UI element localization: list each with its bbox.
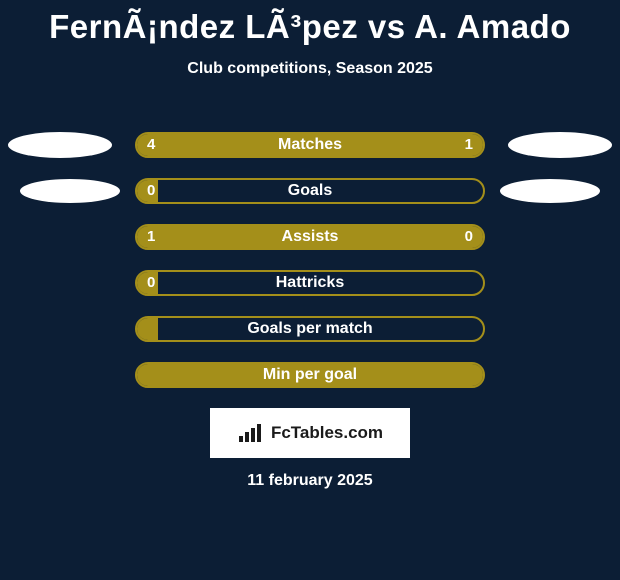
stat-value-right: 0 — [465, 226, 473, 248]
player-marker-right — [508, 132, 612, 158]
stat-row: Goals0 — [0, 168, 620, 214]
stat-label: Goals — [137, 180, 483, 202]
stat-row: Assists1 0 — [0, 214, 620, 260]
stat-row: Min per goal — [0, 352, 620, 398]
date-text: 11 february 2025 — [0, 472, 620, 490]
stat-bar: Matches4 1 — [135, 132, 485, 158]
stat-row: Hattricks0 — [0, 260, 620, 306]
source-badge: FcTables.com — [210, 408, 410, 458]
comparison-chart: Matches41Goals0Assists10Hattricks0Goals … — [0, 122, 620, 398]
stat-bar: Assists1 0 — [135, 224, 485, 250]
stat-row: Matches4 1 — [0, 122, 620, 168]
badge-text: FcTables.com — [271, 423, 383, 443]
stat-row: Goals per match — [0, 306, 620, 352]
stat-label: Goals per match — [137, 318, 483, 340]
stat-bar: Goals per match — [135, 316, 485, 342]
stat-label: Matches — [137, 134, 483, 156]
stat-value-left: 4 — [147, 134, 155, 156]
stat-bar: Goals0 — [135, 178, 485, 204]
stat-value-right: 1 — [465, 134, 473, 156]
stat-bar: Hattricks0 — [135, 270, 485, 296]
stat-label: Min per goal — [137, 364, 483, 386]
stat-value-left: 0 — [147, 272, 155, 294]
subtitle: Club competitions, Season 2025 — [0, 60, 620, 78]
player-marker-left — [20, 179, 120, 203]
bars-icon — [237, 422, 265, 444]
stat-label: Assists — [137, 226, 483, 248]
stat-value-left: 0 — [147, 180, 155, 202]
page-title: FernÃ¡ndez LÃ³pez vs A. Amado — [0, 0, 620, 46]
stat-label: Hattricks — [137, 272, 483, 294]
stat-value-left: 1 — [147, 226, 155, 248]
player-marker-right — [500, 179, 600, 203]
player-marker-left — [8, 132, 112, 158]
stat-bar: Min per goal — [135, 362, 485, 388]
